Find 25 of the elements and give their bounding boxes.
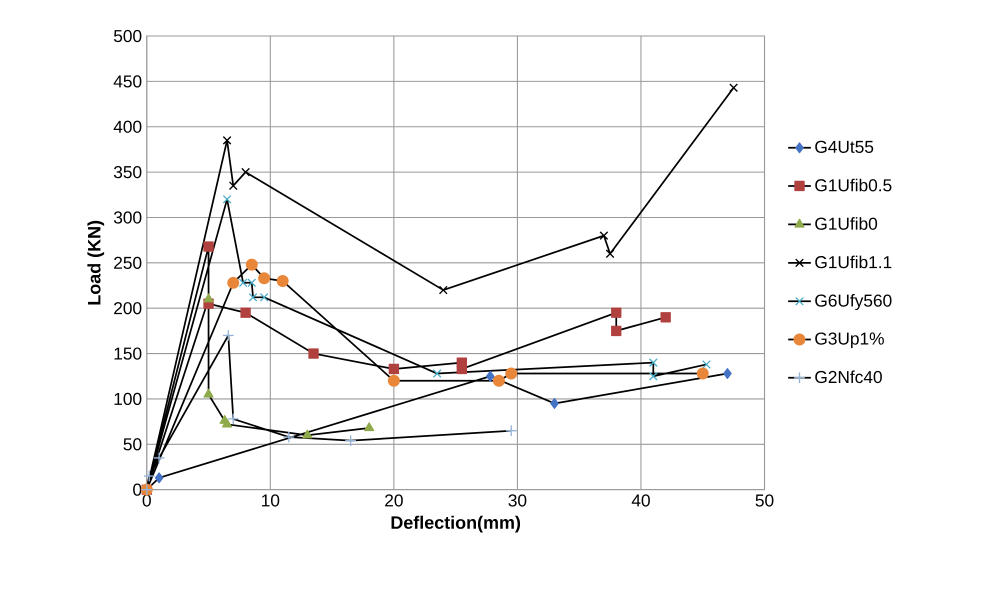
legend-label: G3Up1%: [815, 332, 884, 348]
y-axis-title: Load (KN): [87, 221, 104, 305]
x-tick-label: 40: [632, 494, 650, 507]
y-tick-label: 50: [124, 438, 142, 451]
legend-label: G2Nfc40: [815, 370, 882, 384]
y-tick-label: 200: [114, 302, 142, 314]
legend-label: G1Ufib0: [815, 217, 878, 230]
y-tick-label: 400: [114, 120, 142, 133]
legend-label: G1Ufib1.1: [815, 256, 892, 268]
y-tick-label: 350: [114, 166, 142, 178]
legend-label: G4Ut55: [815, 140, 874, 154]
legend-label: G1Ufib0.5: [815, 178, 892, 192]
y-tick-label: 450: [114, 75, 142, 88]
y-tick-label: 250: [114, 256, 142, 270]
y-tick-label: 500: [114, 30, 142, 42]
y-tick-label: 0: [133, 484, 142, 496]
x-axis-title: Deflection(mm): [392, 516, 520, 533]
y-tick-label: 150: [114, 348, 142, 360]
x-tick-label: 10: [262, 494, 280, 507]
x-tick-label: 30: [508, 494, 526, 507]
x-tick-label: 20: [385, 494, 403, 507]
legend-label: G6Ufy560: [815, 294, 892, 310]
y-tick-label: 100: [114, 392, 142, 406]
x-tick-label: 50: [756, 494, 774, 507]
y-tick-label: 300: [114, 211, 142, 224]
